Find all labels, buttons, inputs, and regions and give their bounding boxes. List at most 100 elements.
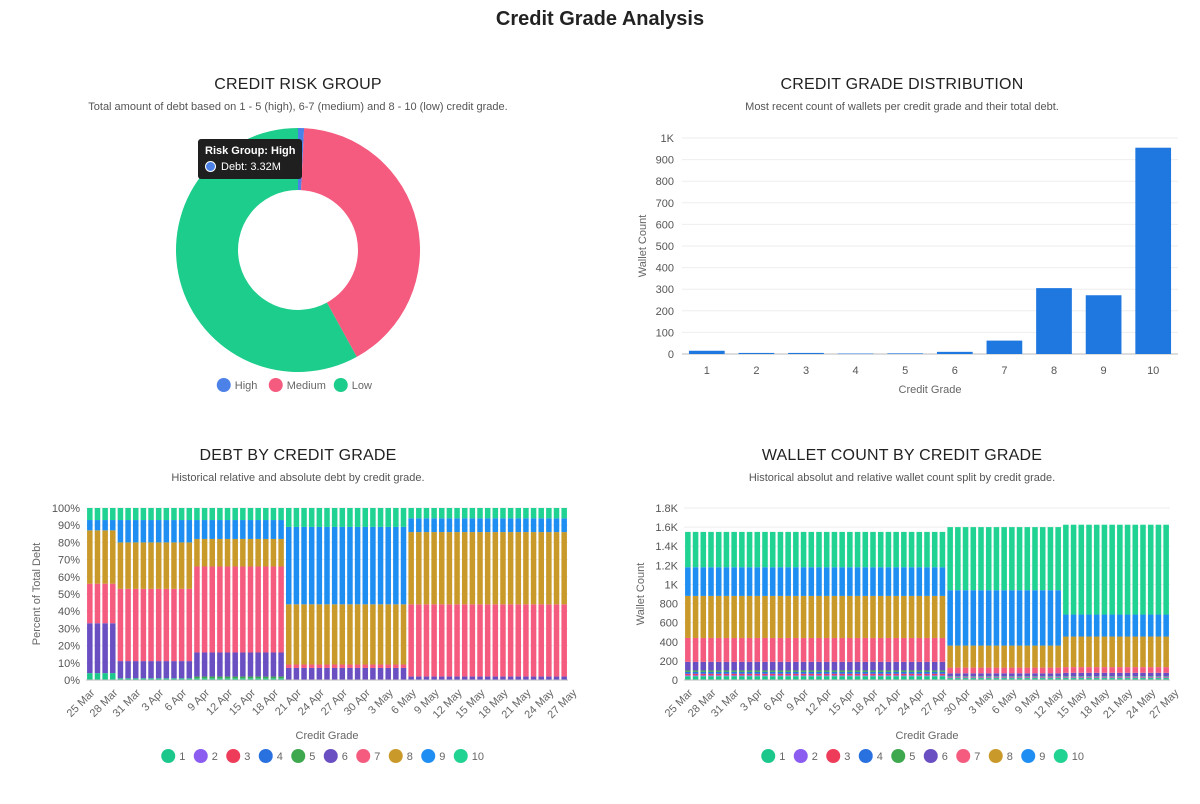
wallet-bar-segment-grade-10[interactable] xyxy=(754,531,761,568)
debt-bar-segment-grade-8[interactable] xyxy=(339,604,346,665)
debt-bar-segment-grade-1[interactable] xyxy=(132,678,139,680)
debt-bar-segment-grade-8[interactable] xyxy=(416,532,422,605)
debt-bar-segment-grade-8[interactable] xyxy=(538,532,544,605)
debt-bar-segment-grade-9[interactable] xyxy=(385,526,391,605)
wallet-bar-segment-grade-5[interactable] xyxy=(939,670,946,672)
wallet-bar-segment-grade-7[interactable] xyxy=(1093,667,1100,673)
wallet-legend-label-1[interactable]: 1 xyxy=(779,751,785,763)
debt-bar-segment-grade-8[interactable] xyxy=(408,532,414,605)
wallet-bar-segment-grade-5[interactable] xyxy=(692,670,699,672)
wallet-bar-segment-grade-1[interactable] xyxy=(947,678,953,680)
debt-bar-segment-grade-7[interactable] xyxy=(500,604,506,677)
wallet-bar-segment-grade-10[interactable] xyxy=(1132,524,1139,615)
debt-bar-segment-grade-7[interactable] xyxy=(454,604,460,677)
wallet-bar-segment-grade-6[interactable] xyxy=(1078,672,1085,677)
wallet-bar-segment-grade-1[interactable] xyxy=(739,676,745,680)
wallet-bar-segment-grade-7[interactable] xyxy=(685,637,691,662)
debt-bar-segment-grade-7[interactable] xyxy=(171,588,177,662)
debt-bar-segment-grade-6[interactable] xyxy=(247,652,254,677)
wallet-bar-segment-grade-6[interactable] xyxy=(1101,672,1108,677)
debt-bar-segment-grade-5[interactable] xyxy=(194,676,200,679)
debt-bar-segment-grade-9[interactable] xyxy=(362,526,369,605)
debt-bar-segment-grade-6[interactable] xyxy=(285,667,292,680)
debt-bar-segment-grade-1[interactable] xyxy=(125,678,131,680)
debt-bar-segment-grade-9[interactable] xyxy=(125,520,131,543)
wallet-bar-segment-grade-3[interactable] xyxy=(800,673,807,676)
wallet-bar-segment-grade-7[interactable] xyxy=(870,637,876,662)
wallet-bar-segment-grade-6[interactable] xyxy=(746,661,753,671)
wallet-bar-segment-grade-1[interactable] xyxy=(700,676,707,680)
wallet-bar-segment-grade-10[interactable] xyxy=(1147,524,1154,615)
debt-bar-segment-grade-10[interactable] xyxy=(209,508,215,521)
wallet-bar-segment-grade-4[interactable] xyxy=(800,671,807,674)
debt-bar-segment-grade-10[interactable] xyxy=(354,508,361,527)
wallet-bar-segment-grade-2[interactable] xyxy=(862,675,869,677)
wallet-bar-segment-grade-8[interactable] xyxy=(777,595,784,638)
wallet-bar-segment-grade-9[interactable] xyxy=(746,567,753,596)
wallet-bar-segment-grade-1[interactable] xyxy=(955,678,961,680)
wallet-bar-segment-grade-3[interactable] xyxy=(885,673,892,676)
debt-bar-segment-grade-8[interactable] xyxy=(87,530,93,584)
wallet-bar-segment-grade-6[interactable] xyxy=(985,673,992,677)
distribution-bar-chart[interactable]: 0 100 200 300 400 500 600 700 800 900 1K 1 2 3 4 5 6 7 8 9 1… xyxy=(604,120,1200,400)
wallet-bar-segment-grade-9[interactable] xyxy=(1140,614,1146,637)
wallet-bar-segment-grade-7[interactable] xyxy=(769,637,776,662)
debt-bar-segment-grade-5[interactable] xyxy=(255,676,261,679)
wallet-bar-segment-grade-6[interactable] xyxy=(793,661,799,671)
wallet-bar-segment-grade-9[interactable] xyxy=(893,567,899,596)
wallet-bar-segment-grade-4[interactable] xyxy=(823,671,830,674)
wallet-bar-segment-grade-7[interactable] xyxy=(700,637,707,662)
debt-bar-segment-grade-7[interactable] xyxy=(155,588,162,662)
wallet-bar-segment-grade-9[interactable] xyxy=(924,567,930,596)
wallet-bar-segment-grade-9[interactable] xyxy=(1016,590,1023,646)
wallet-bar-segment-grade-2[interactable] xyxy=(854,675,861,677)
debt-bar-segment-grade-7[interactable] xyxy=(209,566,215,653)
debt-bar-segment-grade-6[interactable] xyxy=(500,676,506,680)
debt-bar-segment-grade-6[interactable] xyxy=(492,676,499,680)
wallet-bar-segment-grade-9[interactable] xyxy=(762,567,768,596)
wallet-bar-segment-grade-7[interactable] xyxy=(962,667,969,674)
wallet-legend-swatch-4[interactable] xyxy=(858,749,873,763)
wallet-bar-segment-grade-5[interactable] xyxy=(901,670,907,672)
wallet-bar-segment-grade-7[interactable] xyxy=(831,637,838,662)
debt-bar-segment-grade-10[interactable] xyxy=(194,508,200,521)
wallet-bar-segment-grade-9[interactable] xyxy=(808,567,815,596)
debt-bar-segment-grade-7[interactable] xyxy=(293,664,300,668)
debt-bar-segment-grade-8[interactable] xyxy=(140,542,147,589)
debt-bar-segment-grade-10[interactable] xyxy=(431,508,437,519)
debt-bar-segment-grade-9[interactable] xyxy=(194,520,200,539)
wallet-bar-segment-grade-9[interactable] xyxy=(1117,614,1123,637)
debt-bar-segment-grade-7[interactable] xyxy=(546,604,552,677)
debt-bar-segment-grade-6[interactable] xyxy=(94,623,101,674)
wallet-bar-segment-grade-7[interactable] xyxy=(939,637,946,662)
debt-bar-segment-grade-1[interactable] xyxy=(117,678,124,680)
debt-bar-segment-grade-9[interactable] xyxy=(553,518,560,533)
wallet-bar-segment-grade-9[interactable] xyxy=(700,567,707,596)
wallet-bar-segment-grade-1[interactable] xyxy=(785,676,791,680)
wallet-bar-segment-grade-1[interactable] xyxy=(800,676,807,680)
wallet-bar-segment-grade-1[interactable] xyxy=(901,676,907,680)
wallet-bar-segment-grade-1[interactable] xyxy=(978,678,984,680)
wallet-bar-segment-grade-10[interactable] xyxy=(1047,527,1054,591)
wallet-bar-segment-grade-6[interactable] xyxy=(1063,672,1069,677)
debt-bar-segment-grade-6[interactable] xyxy=(140,661,147,679)
wallet-bar-segment-grade-5[interactable] xyxy=(924,670,930,672)
wallet-bar-segment-grade-8[interactable] xyxy=(808,595,815,638)
debt-bar-segment-grade-7[interactable] xyxy=(285,664,292,668)
debt-bar-segment-grade-1[interactable] xyxy=(194,678,200,680)
wallet-bar-segment-grade-9[interactable] xyxy=(1070,614,1077,637)
debt-bar-segment-grade-1[interactable] xyxy=(247,678,254,680)
debt-bar-segment-grade-7[interactable] xyxy=(87,583,93,624)
wallet-bar-segment-grade-3[interactable] xyxy=(793,673,799,676)
debt-legend-label-9[interactable]: 9 xyxy=(439,751,445,763)
wallet-bar-segment-grade-9[interactable] xyxy=(1093,614,1100,637)
debt-bar-segment-grade-6[interactable] xyxy=(186,661,193,679)
wallet-bar-segment-grade-10[interactable] xyxy=(769,531,776,568)
wallet-bar-segment-grade-6[interactable] xyxy=(839,661,845,671)
debt-bar-segment-grade-6[interactable] xyxy=(308,667,315,680)
debt-bar-segment-grade-8[interactable] xyxy=(354,604,361,665)
debt-bar-segment-grade-8[interactable] xyxy=(546,532,552,605)
debt-bar-segment-grade-10[interactable] xyxy=(393,508,399,527)
debt-bar-segment-grade-6[interactable] xyxy=(232,652,238,677)
wallet-bar-segment-grade-7[interactable] xyxy=(1047,667,1054,674)
